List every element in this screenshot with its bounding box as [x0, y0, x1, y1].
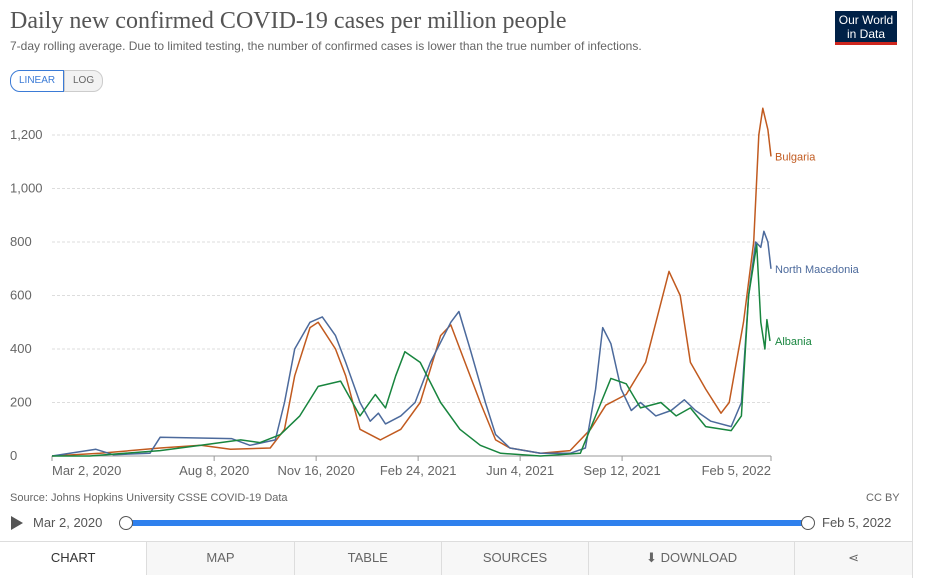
- chart-title: Daily new confirmed COVID-19 cases per m…: [10, 8, 567, 34]
- share-icon: ⋖: [848, 550, 859, 565]
- share-button[interactable]: ⋖: [794, 542, 913, 575]
- license-link[interactable]: CC BY: [866, 492, 900, 504]
- y-tick-label: 400: [10, 341, 32, 356]
- timeline-end-handle[interactable]: [801, 516, 815, 530]
- series-line-bulgaria: [51, 107, 772, 457]
- download-label: DOWNLOAD: [660, 550, 738, 565]
- x-tick-label: Aug 8, 2020: [179, 463, 249, 478]
- logo-line2: in Data: [846, 27, 886, 41]
- timeline-slider[interactable]: [125, 520, 808, 526]
- series-label: Albania: [775, 336, 813, 348]
- y-tick-label: 1,200: [10, 127, 43, 142]
- x-tick-label: Jun 4, 2021: [486, 463, 554, 478]
- tab-bar: CHART MAP TABLE SOURCES ⬇ DOWNLOAD ⋖: [0, 541, 913, 575]
- series-line-albania: [52, 243, 771, 457]
- x-tick-label: Feb 5, 2022: [702, 463, 771, 478]
- log-scale-button[interactable]: LOG: [64, 70, 104, 92]
- play-icon[interactable]: [11, 516, 23, 530]
- owid-logo[interactable]: Our World in Data: [835, 11, 897, 45]
- series-label: Bulgaria: [775, 151, 816, 163]
- tab-download[interactable]: ⬇ DOWNLOAD: [588, 542, 794, 575]
- x-tick-label: Mar 2, 2020: [52, 463, 121, 478]
- line-chart: 0 200 400 600 800 1,000 1,200 Mar 2, 2020 Aug 8,…: [10, 107, 860, 478]
- series-label: North Macedonia: [775, 264, 860, 276]
- y-tick-label: 800: [10, 234, 32, 249]
- y-tick-label: 200: [10, 395, 32, 410]
- y-tick-label: 1,000: [10, 181, 43, 196]
- x-tick-label: Feb 24, 2021: [380, 463, 457, 478]
- y-tick-label: 600: [10, 288, 32, 303]
- chart-frame: [912, 0, 913, 578]
- timeline-start-handle[interactable]: [119, 516, 133, 530]
- timeline-start-label: Mar 2, 2020: [33, 515, 103, 530]
- chart-subtitle: 7-day rolling average. Due to limited te…: [10, 39, 642, 53]
- tab-map[interactable]: MAP: [146, 542, 294, 575]
- linear-scale-button[interactable]: LINEAR: [10, 70, 65, 92]
- logo-line1: Our World: [838, 13, 894, 27]
- download-icon: ⬇: [646, 550, 661, 565]
- series-line-north-macedonia: [51, 230, 772, 457]
- timeline-end-label: Feb 5, 2022: [822, 515, 892, 530]
- source-note[interactable]: Source: Johns Hopkins University CSSE CO…: [10, 492, 288, 504]
- x-tick-label: Sep 12, 2021: [583, 463, 660, 478]
- tab-chart[interactable]: CHART: [0, 542, 147, 575]
- tab-sources[interactable]: SOURCES: [440, 542, 589, 575]
- x-tick-label: Nov 16, 2020: [277, 463, 354, 478]
- y-tick-label: 0: [10, 448, 17, 463]
- tab-table[interactable]: TABLE: [293, 542, 441, 575]
